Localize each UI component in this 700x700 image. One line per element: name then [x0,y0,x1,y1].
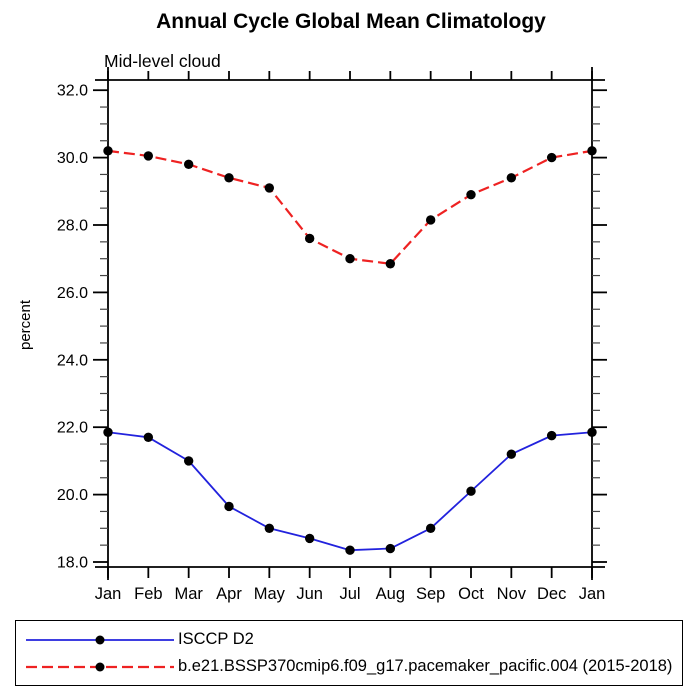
data-point-marker [143,432,154,443]
plot-area: 18.0 20.0 22.0 24.0 26.0 28.0 30.0 32.0 Jan Feb Ma… [57,67,607,603]
x-tick-label: Aug [376,585,405,603]
legend-label: ISCCP D2 [178,630,254,648]
x-tick-label: Jan [579,585,606,603]
data-point-marker [385,543,396,554]
data-point-marker [224,173,234,183]
data-point-marker [345,254,355,264]
legend-label: b.e21.BSSP370cmip6.f09_g17.pacemaker_pac… [178,657,673,675]
x-tick-label: Jul [339,585,360,603]
legend-sample-solid [26,635,174,644]
y-tick-label: 22.0 [57,420,88,437]
x-tick-label: Oct [458,585,484,603]
data-point-marker [264,183,275,193]
data-point-marker [587,146,597,156]
x-tick-label: Nov [497,585,527,603]
y-tick-label: 18.0 [57,555,88,572]
data-point-marker [425,215,436,225]
legend-marker-dot [95,635,105,644]
y-tick-label: 28.0 [57,218,88,235]
data-point-marker [143,151,154,161]
chart-canvas: Annual Cycle Global Mean Climatology Mid… [17,10,607,603]
data-point-marker [506,173,517,183]
data-point-marker [587,427,597,437]
data-point-marker [183,159,194,170]
y-tick-label: 24.0 [57,352,88,369]
data-point-marker [264,523,275,533]
legend-item-model: b.e21.BSSP370cmip6.f09_g17.pacemaker_pac… [25,653,682,680]
x-tick-label: Feb [134,585,162,603]
chart-subtitle: Mid-level cloud [104,51,221,71]
data-point-marker [466,486,476,496]
x-tick-label: Sep [416,585,445,603]
data-point-marker [304,533,315,544]
data-point-marker [103,427,113,437]
series-line-0 [107,431,593,552]
y-tick-label: 26.0 [57,285,88,302]
x-tick-label: May [254,585,286,603]
y-axis-title: percent [17,299,34,350]
data-point-marker [345,545,355,555]
x-tick-label: Mar [174,585,203,603]
data-point-marker [425,523,436,533]
series-line-1 [107,149,593,265]
chart-title: Annual Cycle Global Mean Climatology [156,10,546,33]
data-point-marker [385,259,396,269]
data-point-marker [183,456,194,466]
data-point-marker [546,152,557,163]
data-point-marker [506,449,517,459]
x-tick-label: Jan [95,585,122,603]
data-point-marker [304,233,315,244]
data-point-marker [466,189,476,200]
y-tick-label: 20.0 [57,487,88,504]
data-point-marker [103,146,113,156]
legend-box: ISCCP D2 b.e21.BSSP370cmip6.f09_g17.pace… [15,620,683,686]
legend-marker-dot [95,662,105,671]
data-point-marker [224,501,234,512]
x-tick-label: Apr [216,585,242,603]
legend-item-isccp: ISCCP D2 [25,626,682,653]
x-tick-label: Jun [296,585,323,603]
y-tick-label: 30.0 [57,150,88,167]
y-tick-label: 32.0 [57,83,88,100]
data-point-marker [546,430,557,441]
legend-sample-dashed [26,662,174,671]
x-tick-label: Dec [537,585,566,603]
